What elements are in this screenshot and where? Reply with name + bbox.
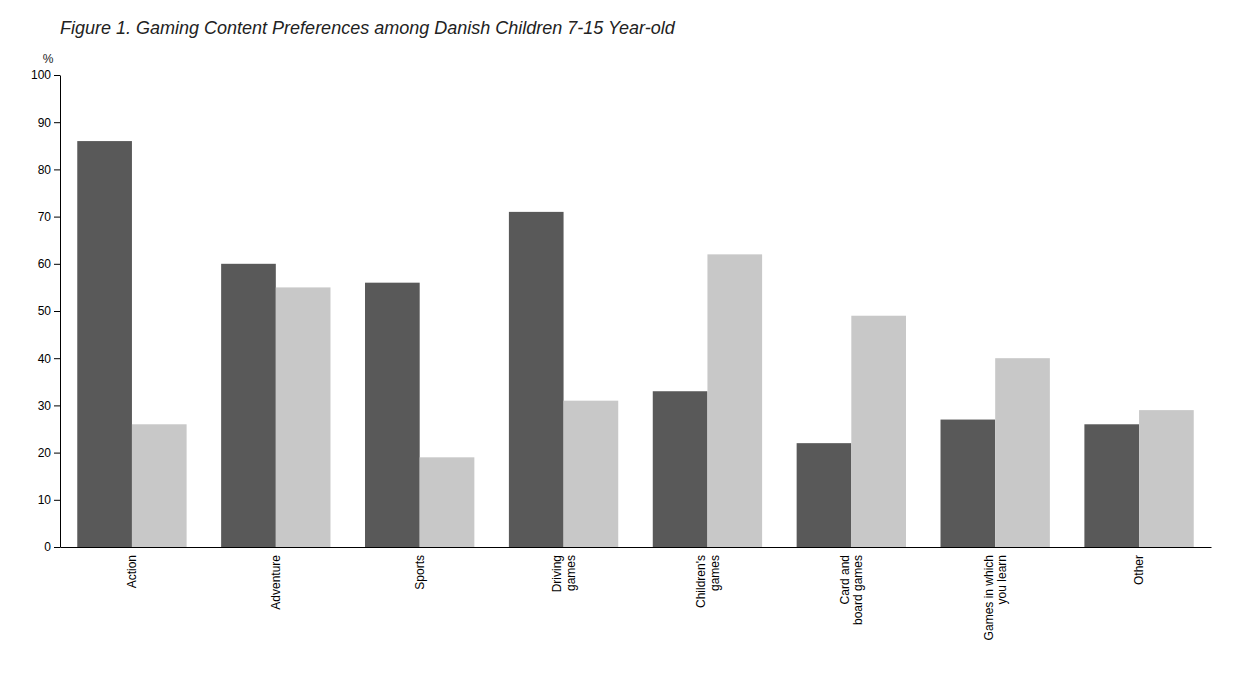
tick-label: Drivinggames	[550, 555, 578, 592]
tick-mark	[54, 75, 60, 76]
x-tick: Sports	[413, 555, 427, 590]
bar	[509, 212, 564, 547]
chart: Figure 1. Gaming Content Preferences amo…	[0, 0, 1241, 687]
tick-label: Games in whichyou learn	[981, 555, 1009, 640]
x-tick: Drivinggames	[550, 555, 578, 592]
y-tick: 40	[38, 352, 60, 366]
y-tick: 90	[38, 116, 60, 130]
bar	[221, 264, 276, 547]
tick-label-line: you learn	[995, 555, 1009, 604]
y-tick: 70	[38, 210, 60, 224]
tick-label-line: games	[564, 555, 578, 591]
axis-line	[60, 76, 61, 548]
tick-label-line: Children's	[694, 555, 708, 608]
bar	[77, 141, 132, 547]
x-tick: Children'sgames	[694, 555, 722, 608]
bar	[941, 420, 996, 547]
tick-label-line: Other	[1132, 555, 1146, 585]
y-tick: 60	[38, 257, 60, 271]
bar	[1084, 424, 1139, 547]
tick-label: 100	[31, 68, 51, 82]
tick-mark	[54, 264, 60, 265]
tick-label: 10	[38, 493, 52, 507]
tick-mark	[54, 358, 60, 359]
bar	[851, 316, 906, 547]
tick-label: 50	[38, 304, 52, 318]
tick-label-line: Driving	[550, 555, 564, 592]
x-tick: Card andboard games	[838, 555, 866, 625]
x-tick: Adventure	[269, 555, 283, 610]
title: Figure 1. Gaming Content Preferences amo…	[60, 18, 676, 38]
x-tick: Action	[125, 555, 139, 588]
tick-label: 70	[38, 210, 52, 224]
marks	[77, 141, 1193, 547]
bar	[276, 287, 331, 547]
bar	[420, 457, 475, 547]
bar-series	[77, 141, 1139, 547]
tick-label-line: games	[708, 555, 722, 591]
x-axis: ActionAdventureSportsDrivinggamesChildre…	[61, 548, 1212, 641]
x-tick: Other	[1132, 555, 1146, 585]
tick-mark	[54, 547, 60, 548]
tick-mark	[54, 500, 60, 501]
tick-label: Card andboard games	[838, 555, 866, 625]
tick-label-line: Action	[125, 555, 139, 588]
tick-label-line: Sports	[413, 555, 427, 590]
y-tick: 80	[38, 163, 60, 177]
y-tick: 30	[38, 399, 60, 413]
tick-label: Other	[1132, 555, 1146, 585]
tick-label-line: Games in which	[981, 555, 995, 640]
tick-mark	[54, 169, 60, 170]
tick-label: 20	[38, 446, 52, 460]
tick-mark	[54, 405, 60, 406]
tick-label: 30	[38, 399, 52, 413]
axis-line	[61, 547, 1212, 548]
tick-label-line: Adventure	[269, 555, 283, 610]
tick-mark	[54, 217, 60, 218]
bar	[653, 391, 708, 547]
tick-label: Action	[125, 555, 139, 588]
bar	[564, 401, 619, 547]
tick-label: 0	[44, 540, 51, 554]
x-tick: Games in whichyou learn	[981, 555, 1009, 640]
bar	[365, 283, 420, 547]
y-tick: 20	[38, 446, 60, 460]
bar	[707, 254, 762, 547]
tick-label: Adventure	[269, 555, 283, 610]
y-tick: 100	[31, 68, 60, 82]
tick-label-line: Card and	[838, 555, 852, 604]
plot: 0 10 20 30 40 50 60 70 80 90 100% Action Adventure Sp…	[31, 52, 1212, 640]
bar	[797, 443, 852, 547]
bar	[132, 424, 187, 547]
tick-label: 80	[38, 163, 52, 177]
y-axis: 0 10 20 30 40 50 60 70 80 90 100	[31, 68, 61, 554]
y-tick: 0	[44, 540, 60, 554]
tick-mark	[54, 453, 60, 454]
tick-mark	[54, 122, 60, 123]
y-tick: 50	[38, 304, 60, 318]
bar-series	[132, 254, 1194, 547]
axis-title: %	[43, 52, 54, 66]
tick-mark	[54, 311, 60, 312]
bar	[995, 358, 1050, 547]
tick-label: Sports	[413, 555, 427, 590]
bar	[1139, 410, 1194, 547]
tick-label: Children'sgames	[694, 555, 722, 608]
tick-label: 40	[38, 352, 52, 366]
tick-label: 90	[38, 116, 52, 130]
tick-label: 60	[38, 257, 52, 271]
tick-label-line: board games	[851, 555, 865, 625]
y-tick: 10	[38, 493, 60, 507]
